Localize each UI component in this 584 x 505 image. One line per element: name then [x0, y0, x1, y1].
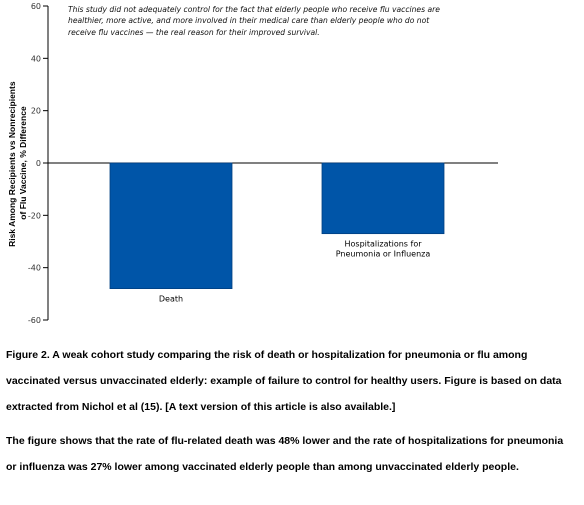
bar-category-label-line: Pneumonia or Influenza: [336, 250, 431, 259]
y-ticks: 60 40 20 0 -20 -40 -60: [28, 2, 48, 325]
figure-description: The figure shows that the rate of flu-re…: [6, 435, 564, 473]
bar-chart: 60 40 20 0 -20 -40 -60 Death Hospitalizations f…: [7, 2, 498, 325]
y-axis-label: Risk Among Recipients vs Nonrecipients o…: [7, 79, 28, 247]
y-tick-label: 40: [31, 54, 41, 63]
y-tick-label: -20: [28, 211, 41, 220]
y-tick-label: -40: [28, 264, 41, 273]
y-tick-label: -60: [28, 316, 41, 325]
y-axis-label-line-2: of Flu Vaccine, % Difference: [18, 106, 28, 220]
bar-category-label-line: Death: [159, 295, 183, 304]
y-tick-label: 20: [31, 107, 41, 116]
y-tick-label: 0: [36, 159, 41, 168]
y-tick-label: 60: [31, 2, 41, 11]
bar-category-label: Hospitalizations for Pneumonia or Influen…: [336, 240, 431, 259]
chart-annotation: This study did not adequately control fo…: [68, 5, 440, 37]
y-axis-label-line-1: Risk Among Recipients vs Nonrecipients: [7, 81, 17, 247]
bar-category-label: Death: [159, 295, 183, 304]
figure-caption: Figure 2. A weak cohort study comparing …: [6, 349, 562, 413]
bar-category-label-line: Hospitalizations for: [345, 240, 423, 249]
bars: Death Hospitalizations for Pneumonia or In…: [109, 162, 445, 304]
bar-death: [109, 162, 233, 289]
bar-hospitalizations: [321, 162, 445, 235]
